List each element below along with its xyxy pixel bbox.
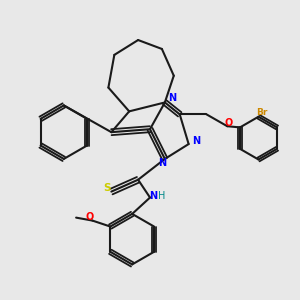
Text: H: H: [158, 191, 166, 201]
Text: N: N: [168, 93, 176, 103]
Text: Br: Br: [256, 108, 267, 117]
Text: O: O: [225, 118, 233, 128]
Text: N: N: [149, 191, 157, 201]
Text: N: N: [192, 136, 200, 146]
Text: N: N: [158, 158, 166, 168]
Text: O: O: [86, 212, 94, 222]
Text: S: S: [103, 183, 111, 193]
